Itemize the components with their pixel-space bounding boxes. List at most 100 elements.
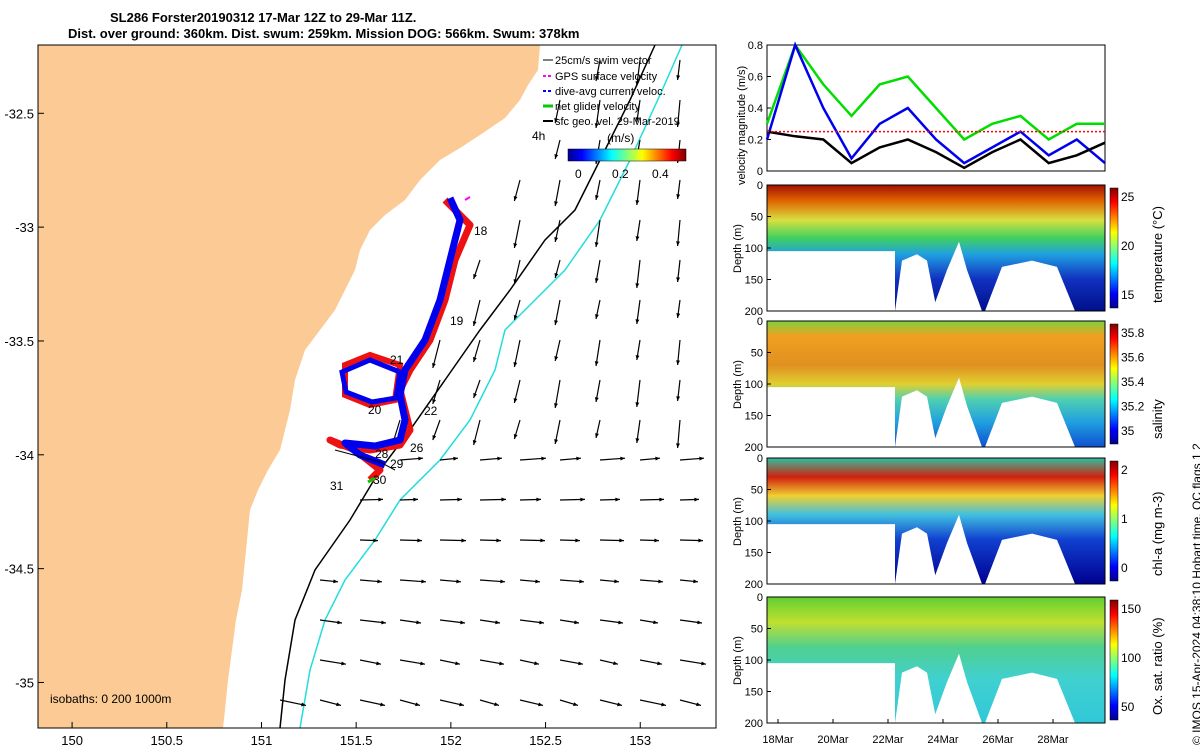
velocity-arrowhead [473, 393, 477, 398]
data-gap [767, 251, 895, 311]
data-gap [767, 387, 895, 447]
time-tick-label: 22Mar [872, 734, 904, 746]
velocity-arrowhead [659, 497, 664, 502]
velocity-arrowhead [534, 661, 539, 666]
colorbar-tick-label: 35.6 [1121, 351, 1145, 365]
velocity-arrowhead [495, 620, 500, 625]
velocity-arrowhead [661, 702, 666, 707]
depth-tick-label: 50 [751, 485, 763, 497]
colorbar-tick-label: 35 [1121, 424, 1135, 438]
velocity-arrowhead [657, 661, 662, 666]
isobath-label: isobaths: 0 200 1000m [50, 692, 171, 706]
colorbar-tick-label: 35.8 [1121, 326, 1145, 340]
depth-tick-label: 150 [745, 275, 763, 287]
velocity-arrowhead [536, 497, 541, 502]
map-y-tick-label: -33 [15, 220, 34, 235]
velocity-arrowhead [696, 702, 701, 707]
velocity-arrowhead [594, 361, 599, 366]
velocity-arrowhead [635, 117, 640, 122]
day-label: 30 [373, 473, 387, 487]
velocity-arrowhead [417, 538, 422, 543]
data-gap [985, 672, 1075, 723]
velocity-arrowhead [473, 357, 477, 362]
depth-ylabel: Depth (m) [732, 360, 744, 409]
velocity-arrowhead [373, 538, 378, 543]
map-x-tick-label: 151 [251, 733, 273, 748]
legend-label: GPS surface velocity [555, 71, 658, 83]
colorbar-tick: 0.4 [652, 167, 669, 181]
velocity-arrowhead [461, 538, 466, 543]
velocity-arrowhead [420, 661, 425, 666]
velocity-arrowhead [635, 438, 640, 443]
velocity-arrowhead [693, 579, 698, 584]
velocity-arrowhead [620, 456, 625, 461]
colorbar-label: temperature (°C) [1150, 206, 1165, 303]
colorbar-tick-label: 0 [1121, 561, 1128, 575]
map-panel: 18 19 21 20 22 26 28 29 30 31 25cm/s swi… [4, 44, 717, 748]
velocity-arrowhead [676, 313, 681, 318]
net-velocity-mark [367, 476, 376, 484]
data-gap [985, 533, 1075, 584]
velocity-arrowhead [336, 702, 341, 707]
velocity-arrowhead [635, 283, 640, 288]
time-tick-label: 18Mar [762, 734, 794, 746]
velocity-series-line [766, 130, 1106, 170]
velocity-arrowhead [554, 273, 559, 278]
colorbar-tick: 0.2 [612, 167, 629, 181]
velocity-arrowhead [635, 319, 640, 324]
velocity-arrow [554, 379, 561, 409]
section-chl-a: 0 50 100 150 200 Depth (m) 2 1 0 chl-a (mg m-3) [732, 453, 1165, 591]
velocity-arrowhead [697, 620, 702, 625]
velocity-arrowhead [459, 702, 464, 707]
map-y-tick-label: -34.5 [4, 562, 34, 577]
velocity-arrowhead [416, 620, 421, 625]
velocity-arrowhead [496, 538, 501, 543]
velocity-arrowhead [421, 579, 426, 584]
colorbar-tick: 0 [575, 167, 582, 181]
velocity-arrowhead [473, 274, 477, 279]
data-gap [895, 254, 937, 311]
velocity-y-tick-label: 0.2 [748, 135, 763, 147]
map-y-tick-label: -32.5 [4, 106, 34, 121]
colorbar-label: chl-a (mg m-3) [1150, 491, 1165, 576]
day-label: 20 [368, 403, 382, 417]
time-tick-label: 26Mar [982, 734, 1014, 746]
velocity-series-line [765, 41, 1106, 165]
velocity-arrowhead [432, 435, 437, 440]
velocity-arrowhead [497, 456, 502, 461]
copyright-notice: © IMOS 15-Apr-2024 04:38:10 Hobart time.… [1190, 443, 1200, 745]
speed-colorbar [567, 148, 687, 162]
velocity-arrowhead [658, 579, 663, 584]
depth-tick-label: 100 [745, 516, 763, 528]
colorbar-tick-label: 25 [1121, 190, 1135, 204]
velocity-arrowhead [654, 538, 659, 543]
velocity-arrowhead [554, 201, 558, 206]
map-x-tick-label: 153 [629, 733, 651, 748]
velocity-arrowhead [619, 538, 624, 543]
map-x-ticks: 150 150.5 151 151.5 152 152.5 153 [61, 722, 651, 748]
depth-tick-label: 150 [745, 687, 763, 699]
velocity-arrowhead [635, 81, 640, 86]
day-labels: 18 19 21 20 22 26 28 29 30 31 [330, 224, 488, 493]
velocity-arrowhead [676, 277, 681, 282]
map-legend: 25cm/s swim vector GPS surface velocity … [532, 55, 687, 181]
legend-label: dive-avg current veloc. [555, 86, 666, 98]
velocity-arrowhead [541, 456, 546, 461]
velocity-arrowhead [500, 579, 505, 584]
velocity-arrowhead [575, 538, 580, 543]
net-track-line [334, 449, 396, 471]
velocity-arrowhead [513, 398, 518, 403]
velocity-arrowhead [513, 434, 518, 439]
depth-tick-label: 200 [745, 718, 763, 730]
glider-track [326, 196, 474, 484]
velocity-arrowhead [337, 620, 342, 625]
depth-tick-label: 0 [757, 592, 763, 604]
day-label: 26 [410, 441, 424, 455]
velocity-arrowhead [615, 497, 620, 502]
colorbar-label: Ox. sat. ratio (%) [1150, 617, 1165, 715]
section-temperature: 0 50 100 150 200 Depth (m) 25 20 15 temperature (… [732, 180, 1165, 318]
colorbar-label: salinity [1150, 399, 1165, 439]
day-label: 31 [330, 479, 344, 493]
velocity-arrowhead [676, 122, 680, 127]
